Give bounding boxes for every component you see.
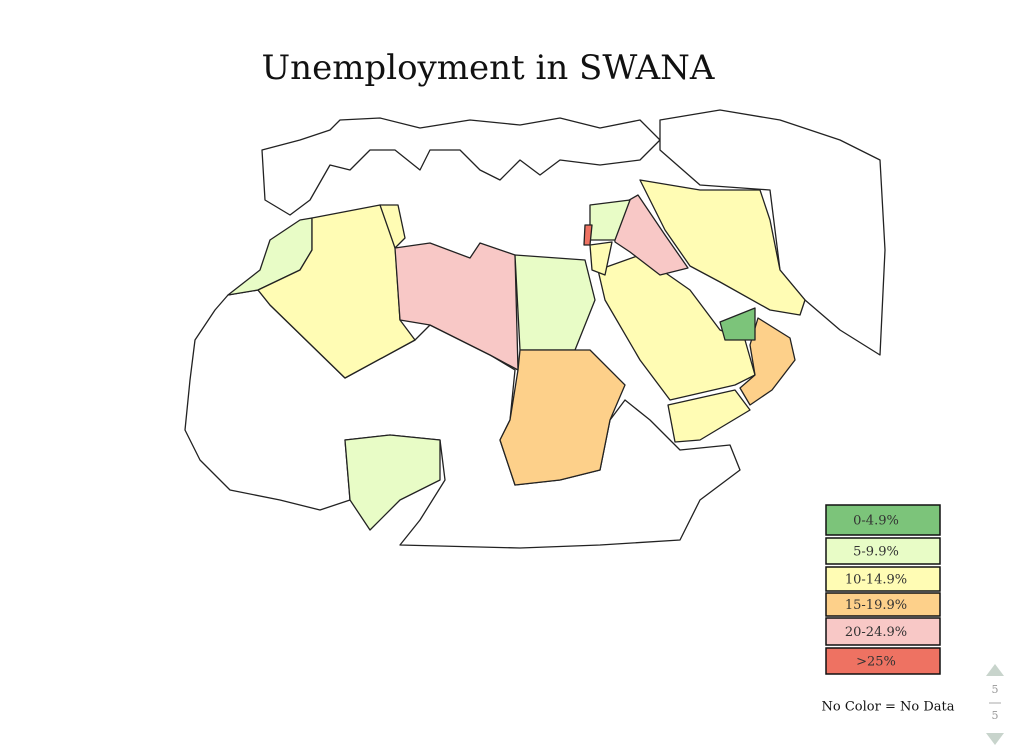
legend-label: 15-19.9% — [845, 598, 907, 613]
legend-label: 10-14.9% — [845, 573, 907, 588]
no-data-note: No Color = No Data — [822, 700, 955, 715]
palestine-israel — [583, 224, 593, 246]
legend-swatch — [825, 504, 941, 536]
sudan — [499, 349, 626, 486]
legend-swatch — [825, 566, 941, 592]
tunisia — [379, 204, 406, 249]
map — [184, 109, 886, 549]
legend-label: >25% — [856, 655, 896, 670]
legend-swatch — [825, 617, 941, 646]
europe — [261, 117, 661, 216]
legend-label: 20-24.9% — [845, 625, 907, 640]
pager: 5 5 — [986, 664, 1004, 745]
legend-label: 0-4.9% — [853, 514, 899, 529]
legend-swatch — [825, 592, 941, 617]
yemen — [667, 389, 751, 443]
legend-swatch — [825, 537, 941, 565]
egypt — [514, 254, 596, 351]
legend: 0-4.9% 5-9.9% 10-14.9% 15-19.9% 20-24.9% >25% — [825, 504, 941, 675]
next-button[interactable] — [986, 733, 1004, 745]
legend-label: 5-9.9% — [853, 545, 899, 560]
iraq — [611, 194, 689, 276]
title: Unemployment in SWANA — [262, 48, 715, 88]
libya — [394, 242, 519, 371]
nigeria — [344, 434, 441, 531]
uae — [719, 307, 756, 341]
total-pages: 5 — [992, 709, 999, 722]
iran — [639, 179, 806, 316]
prev-button[interactable] — [986, 664, 1004, 676]
jordan — [589, 241, 613, 276]
current-page: 5 — [992, 683, 999, 696]
legend-swatch — [825, 647, 941, 675]
central-asia — [659, 109, 886, 356]
